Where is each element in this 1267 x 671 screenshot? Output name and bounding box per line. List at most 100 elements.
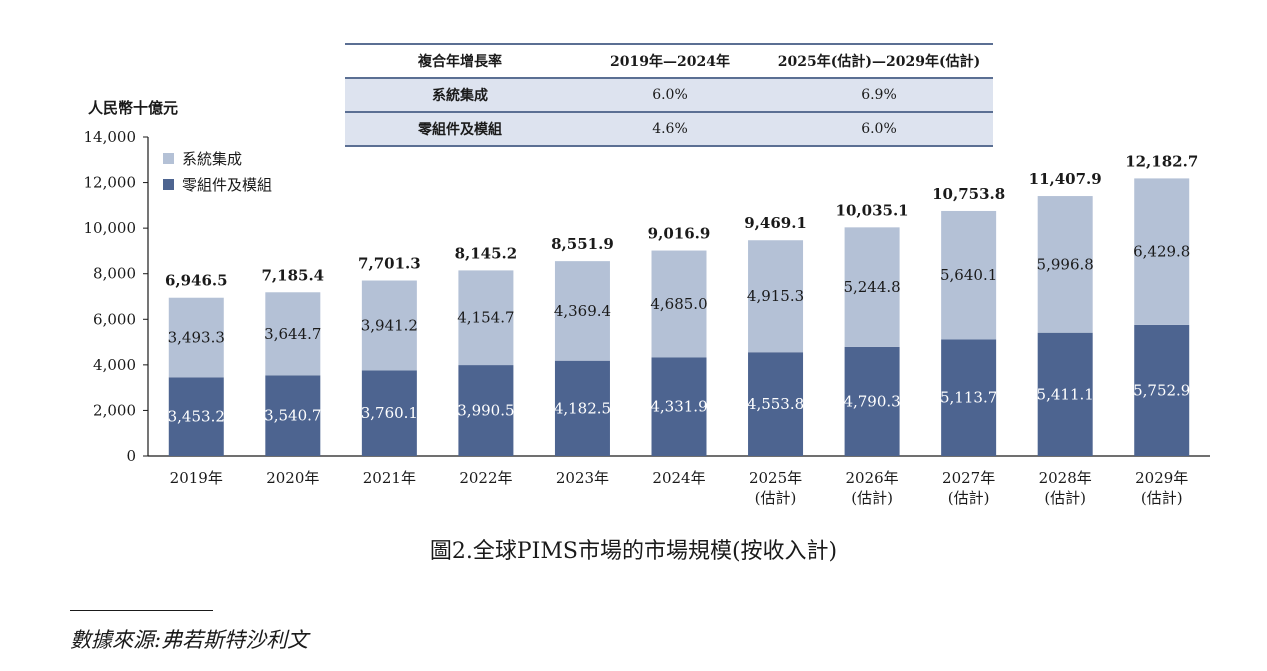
data-label-system-integration: 6,429.8 (1133, 243, 1190, 261)
x-tick-label: 2028年 (1039, 469, 1092, 487)
data-label-total: 7,185.4 (261, 266, 324, 284)
y-axis-unit-label: 人民幣十億元 (88, 99, 179, 117)
data-label-system-integration: 3,644.7 (264, 325, 321, 343)
data-label-total: 11,407.9 (1029, 170, 1102, 188)
bar-segment-components (554, 360, 610, 456)
data-label-system-integration: 5,244.8 (843, 278, 900, 296)
data-label-components: 4,790.3 (843, 392, 900, 410)
data-label-components: 5,752.9 (1133, 381, 1190, 399)
x-tick-label: 2027年 (942, 469, 995, 487)
data-label-components: 4,553.8 (747, 395, 804, 413)
data-label-components: 4,331.9 (650, 398, 707, 416)
x-tick-label: 2023年 (556, 469, 609, 487)
legend-label: 系統集成 (182, 149, 243, 168)
data-label-total: 10,753.8 (932, 185, 1005, 203)
cagr-header-period-2: 2025年(估計)—2029年(估計) (777, 54, 981, 70)
x-tick-label: 2022年 (459, 469, 512, 487)
figure-caption: 圖2.全球PIMS市場的市場規模(按收入計) (429, 539, 838, 564)
legend-swatch (163, 152, 174, 164)
source-divider (70, 610, 213, 611)
cagr-row-label: 系統集成 (432, 88, 488, 104)
cagr-value: 6.9% (861, 87, 897, 103)
x-tick-label: (估計) (948, 489, 990, 507)
bar-segment-system-integration (1037, 196, 1093, 333)
bar-segment-system-integration (265, 292, 321, 376)
data-label-system-integration: 4,685.0 (650, 295, 707, 313)
legend-item-components: 零組件及模組 (163, 171, 272, 197)
bar-segment-components (941, 339, 997, 456)
bar-segment-components (265, 375, 321, 456)
bar-segment-components (458, 365, 514, 456)
bar-segment-components (651, 357, 707, 456)
data-label-components: 3,990.5 (457, 402, 514, 420)
data-label-components: 5,411.1 (1037, 385, 1094, 403)
x-tick-label: (估計) (1141, 489, 1183, 507)
legend-item-system-integration: 系統集成 (163, 145, 272, 171)
bar-segment-system-integration (361, 280, 417, 371)
bar-segment-system-integration (1134, 178, 1190, 325)
data-label-total: 10,035.1 (836, 201, 909, 219)
x-tick-label: (估計) (851, 489, 893, 507)
x-tick-label: 2025年 (749, 469, 802, 487)
y-tick-label: 6,000 (93, 310, 136, 328)
y-tick-label: 10,000 (84, 219, 137, 237)
chart-legend: 系統集成 零組件及模組 (163, 145, 272, 197)
bar-segment-components (748, 352, 804, 456)
cagr-row-label: 零組件及模組 (418, 122, 502, 138)
cagr-row-components: 零組件及模組 4.6% 6.0% (345, 112, 993, 146)
data-label-total: 9,469.1 (744, 214, 807, 232)
cagr-value: 4.6% (652, 121, 688, 137)
data-label-total: 8,551.9 (551, 235, 614, 253)
data-label-system-integration: 3,941.2 (361, 316, 418, 334)
cagr-header-period-1: 2019年—2024年 (610, 54, 730, 70)
data-label-system-integration: 4,369.4 (554, 302, 611, 320)
bar-segment-system-integration (941, 210, 997, 340)
legend-label: 零組件及模組 (182, 175, 273, 194)
data-label-components: 3,453.2 (168, 408, 225, 426)
data-label-system-integration: 5,640.1 (940, 266, 997, 284)
bar-segment-components (1134, 324, 1190, 456)
data-label-system-integration: 4,154.7 (457, 309, 514, 327)
data-label-system-integration: 3,493.3 (168, 329, 225, 347)
y-tick-label: 0 (126, 447, 136, 465)
bar-segment-system-integration (748, 240, 804, 353)
x-tick-label: (估計) (1044, 489, 1086, 507)
x-tick-label: 2029年 (1135, 469, 1188, 487)
data-source-note: 數據來源:弗若斯特沙利文 (70, 628, 309, 652)
bar-segment-components (168, 377, 224, 456)
y-tick-label: 4,000 (93, 356, 136, 374)
x-tick-label: 2026年 (845, 469, 898, 487)
data-label-total: 9,016.9 (648, 225, 711, 243)
y-tick-label: 14,000 (84, 128, 137, 146)
bar-segment-components (1037, 332, 1093, 456)
data-label-total: 7,701.3 (358, 255, 421, 273)
bar-segment-components (361, 370, 417, 456)
data-label-system-integration: 4,915.3 (747, 287, 804, 305)
data-label-total: 6,946.5 (165, 272, 228, 290)
cagr-header-label: 複合年增長率 (418, 54, 502, 70)
bar-segment-components (844, 346, 900, 456)
cagr-value: 6.0% (861, 121, 897, 137)
bar-segment-system-integration (651, 250, 707, 358)
data-label-components: 3,760.1 (361, 404, 418, 422)
y-tick-label: 2,000 (93, 401, 136, 419)
bar-segment-system-integration (458, 270, 514, 366)
data-label-total: 12,182.7 (1125, 152, 1198, 170)
data-label-components: 5,113.7 (940, 389, 997, 407)
data-label-total: 8,145.2 (455, 244, 518, 262)
cagr-value: 6.0% (652, 87, 688, 103)
bar-segment-system-integration (168, 297, 224, 378)
data-label-components: 3,540.7 (264, 407, 321, 425)
bar-segment-system-integration (844, 227, 900, 347)
x-tick-label: 2020年 (266, 469, 319, 487)
y-tick-label: 12,000 (84, 174, 137, 192)
cagr-table: 複合年增長率 2019年—2024年 2025年(估計)—2029年(估計) 系… (345, 43, 993, 147)
bar-segment-system-integration (554, 261, 610, 361)
cagr-row-system-integration: 系統集成 6.0% 6.9% (345, 78, 993, 112)
data-label-components: 4,182.5 (554, 399, 611, 417)
y-tick-label: 8,000 (93, 265, 136, 283)
x-tick-label: (估計) (755, 489, 797, 507)
x-tick-label: 2021年 (363, 469, 416, 487)
x-tick-label: 2019年 (170, 469, 223, 487)
